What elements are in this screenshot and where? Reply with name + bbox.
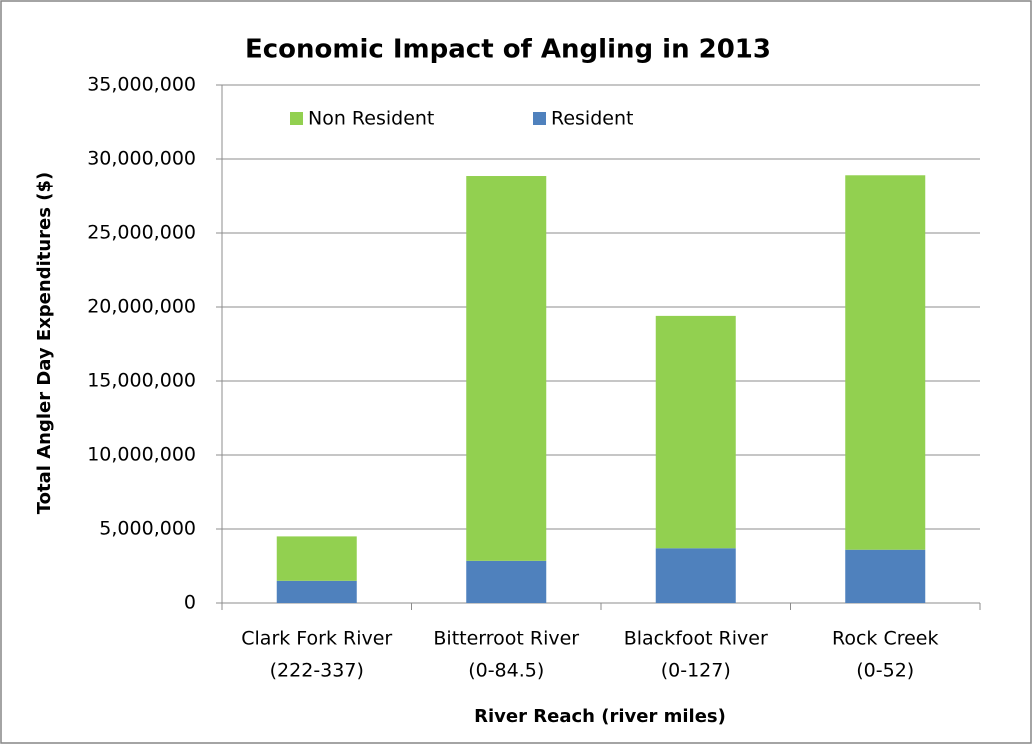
bar-segment	[845, 175, 926, 550]
chart-title: Economic Impact of Angling in 2013	[245, 35, 771, 65]
x-axis-label: River Reach (river miles)	[474, 706, 726, 727]
x-tick-label: Blackfoot River	[624, 628, 768, 650]
y-axis-label: Total Angler Day Expenditures ($)	[34, 172, 55, 514]
x-tick-label: Bitterroot River	[433, 628, 579, 650]
legend-label: Non Resident	[308, 108, 434, 130]
y-tick-label: 0	[184, 592, 196, 614]
x-tick-label: (0-84.5)	[468, 660, 544, 682]
x-tick-label: (0-52)	[856, 660, 914, 682]
x-tick-label: (222-337)	[270, 660, 364, 682]
bar-segment	[655, 315, 736, 549]
bar-segment	[845, 549, 926, 603]
y-tick-label: 30,000,000	[87, 148, 196, 170]
bar-segment	[276, 580, 357, 603]
x-tick-label: Rock Creek	[832, 628, 939, 650]
bar-segment	[466, 560, 547, 603]
y-tick-label: 10,000,000	[87, 444, 196, 466]
y-tick-label: 25,000,000	[87, 222, 196, 244]
legend-swatch	[533, 112, 546, 125]
bar-segment	[466, 176, 547, 561]
y-tick-label: 5,000,000	[99, 518, 196, 540]
legend-swatch	[290, 112, 303, 125]
legend-label: Resident	[551, 108, 633, 130]
y-tick-label: 20,000,000	[87, 296, 196, 318]
bar-segment	[276, 536, 357, 581]
bar-segment	[655, 548, 736, 603]
y-tick-label: 35,000,000	[87, 74, 196, 96]
x-tick-label: Clark Fork River	[241, 628, 392, 650]
x-tick-label: (0-127)	[661, 660, 731, 682]
y-tick-label: 15,000,000	[87, 370, 196, 392]
